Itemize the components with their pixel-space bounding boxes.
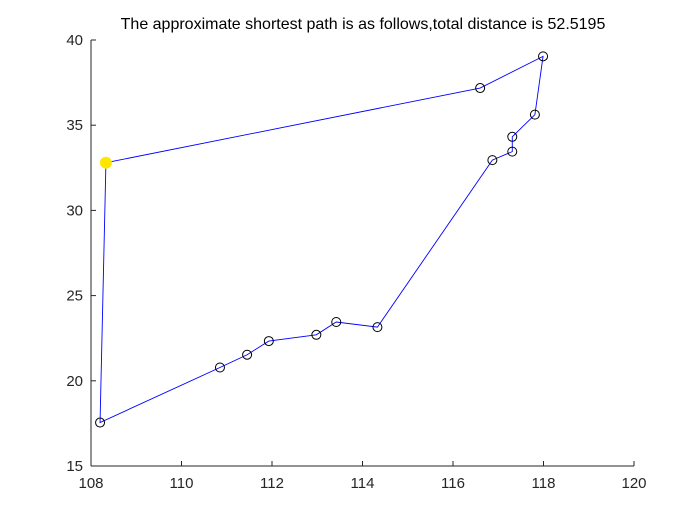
x-tick-label: 120 <box>621 475 646 492</box>
city-markers <box>95 51 549 428</box>
y-tick-label: 40 <box>66 32 83 49</box>
city-marker <box>507 146 518 157</box>
x-ticks: 108 110 112 114 116 118 120 <box>78 461 647 492</box>
city-marker <box>214 362 225 373</box>
city-marker <box>475 83 486 94</box>
city-marker <box>529 109 540 120</box>
x-tick-label: 118 <box>532 475 556 492</box>
city-marker <box>331 317 342 328</box>
city-marker <box>487 155 498 166</box>
x-tick-label: 114 <box>351 475 375 492</box>
x-tick-label: 116 <box>441 475 465 492</box>
y-tick-label: 30 <box>66 202 83 219</box>
y-tick-label: 35 <box>66 117 83 134</box>
route-line <box>99 55 544 424</box>
y-ticks: 15 20 25 30 35 40 <box>66 32 96 475</box>
city-marker <box>242 349 253 360</box>
x-tick-label: 108 <box>78 475 103 492</box>
city-marker <box>372 322 383 333</box>
city-marker <box>263 336 274 347</box>
y-tick-label: 20 <box>66 373 83 390</box>
y-tick-label: 15 <box>66 458 83 475</box>
chart-title: The approximate shortest path is as foll… <box>121 16 606 33</box>
start-city-marker <box>99 156 112 169</box>
x-tick-label: 112 <box>260 475 284 492</box>
city-marker <box>311 329 322 340</box>
x-tick-label: 110 <box>170 475 194 492</box>
y-tick-label: 25 <box>66 288 83 305</box>
city-marker <box>95 417 106 428</box>
city-marker <box>507 131 518 142</box>
city-marker <box>538 51 549 62</box>
